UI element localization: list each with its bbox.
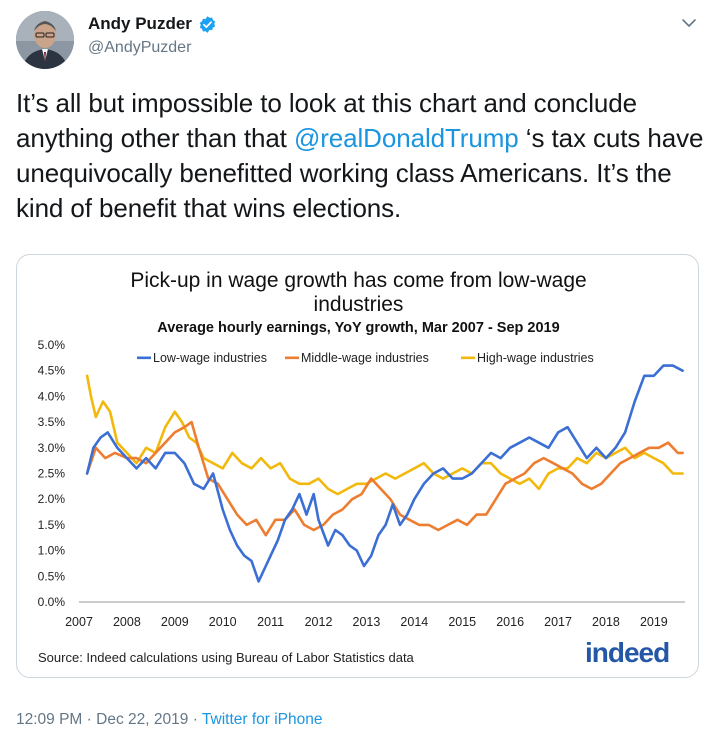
tweet-text-part: ‘s tax cuts have unequivocally benefitte… bbox=[16, 123, 704, 223]
verified-badge-icon bbox=[198, 15, 217, 34]
avatar[interactable] bbox=[16, 11, 74, 69]
chart-source: Source: Indeed calculations using Bureau… bbox=[38, 650, 414, 665]
chevron-down-icon[interactable] bbox=[680, 14, 698, 32]
user-handle[interactable]: @AndyPuzder bbox=[88, 39, 192, 56]
legend-label: High-wage industries bbox=[477, 351, 594, 365]
y-tick-label: 1.5% bbox=[38, 518, 66, 532]
display-name[interactable]: Andy Puzder bbox=[88, 14, 192, 33]
x-tick-label: 2013 bbox=[353, 615, 381, 629]
tweet-text-part: It’s all but impossible to look at this … bbox=[16, 88, 637, 153]
series-line bbox=[85, 374, 684, 496]
x-tick-label: 2015 bbox=[448, 615, 476, 629]
legend-label: Middle-wage industries bbox=[301, 351, 429, 365]
chart-title: Pick-up in wage growth has come from low… bbox=[130, 269, 587, 292]
separator: · bbox=[86, 711, 92, 728]
y-tick-label: 4.5% bbox=[38, 364, 66, 378]
x-tick-label: 2008 bbox=[113, 615, 141, 629]
y-tick-label: 2.5% bbox=[38, 467, 66, 481]
y-tick-label: 3.0% bbox=[38, 441, 66, 455]
indeed-logo: indeed bbox=[585, 637, 670, 668]
avatar-photo bbox=[16, 11, 74, 69]
legend-label: Low-wage industries bbox=[153, 351, 267, 365]
x-tick-label: 2014 bbox=[400, 615, 428, 629]
tweet-date[interactable]: Dec 22, 2019 bbox=[96, 711, 189, 728]
tweet-meta: 12:09 PM · Dec 22, 2019 · Twitter for iP… bbox=[16, 711, 323, 729]
y-tick-label: 3.5% bbox=[38, 415, 66, 429]
y-tick-label: 1.0% bbox=[38, 544, 66, 558]
x-tick-label: 2009 bbox=[161, 615, 189, 629]
separator: · bbox=[192, 711, 198, 728]
x-tick-label: 2018 bbox=[592, 615, 620, 629]
wage-growth-chart: 0.0% 0.5% 1.0% 1.5% 2.0% 2.5% 3.0% 3.5% 4.0% 4.5%… bbox=[38, 338, 685, 629]
x-tick-label: 2010 bbox=[209, 615, 237, 629]
y-tick-label: 2.0% bbox=[38, 492, 66, 506]
series-line bbox=[85, 420, 684, 537]
series-line bbox=[85, 364, 684, 583]
tweet-source-link[interactable]: Twitter for iPhone bbox=[201, 711, 323, 728]
mention-link[interactable]: @realDonaldTrump bbox=[293, 123, 519, 153]
x-tick-label: 2011 bbox=[257, 615, 284, 629]
tweet-text: It’s all but impossible to look at this … bbox=[16, 86, 706, 226]
chart-subtitle: Average hourly earnings, YoY growth, Mar… bbox=[157, 320, 560, 336]
chart-title-line2: industries bbox=[313, 293, 404, 316]
tweet-media[interactable]: Pick-up in wage growth has come from low… bbox=[16, 254, 699, 678]
x-tick-label: 2019 bbox=[640, 615, 668, 629]
x-tick-label: 2016 bbox=[496, 615, 524, 629]
x-tick-label: 2007 bbox=[65, 615, 93, 629]
y-tick-label: 0.0% bbox=[38, 595, 66, 609]
x-tick-label: 2012 bbox=[305, 615, 333, 629]
x-tick-label: 2017 bbox=[544, 615, 572, 629]
tweet-time[interactable]: 12:09 PM bbox=[16, 711, 83, 728]
y-tick-label: 4.0% bbox=[38, 389, 66, 403]
y-tick-label: 5.0% bbox=[38, 338, 66, 352]
y-tick-label: 0.5% bbox=[38, 569, 66, 583]
